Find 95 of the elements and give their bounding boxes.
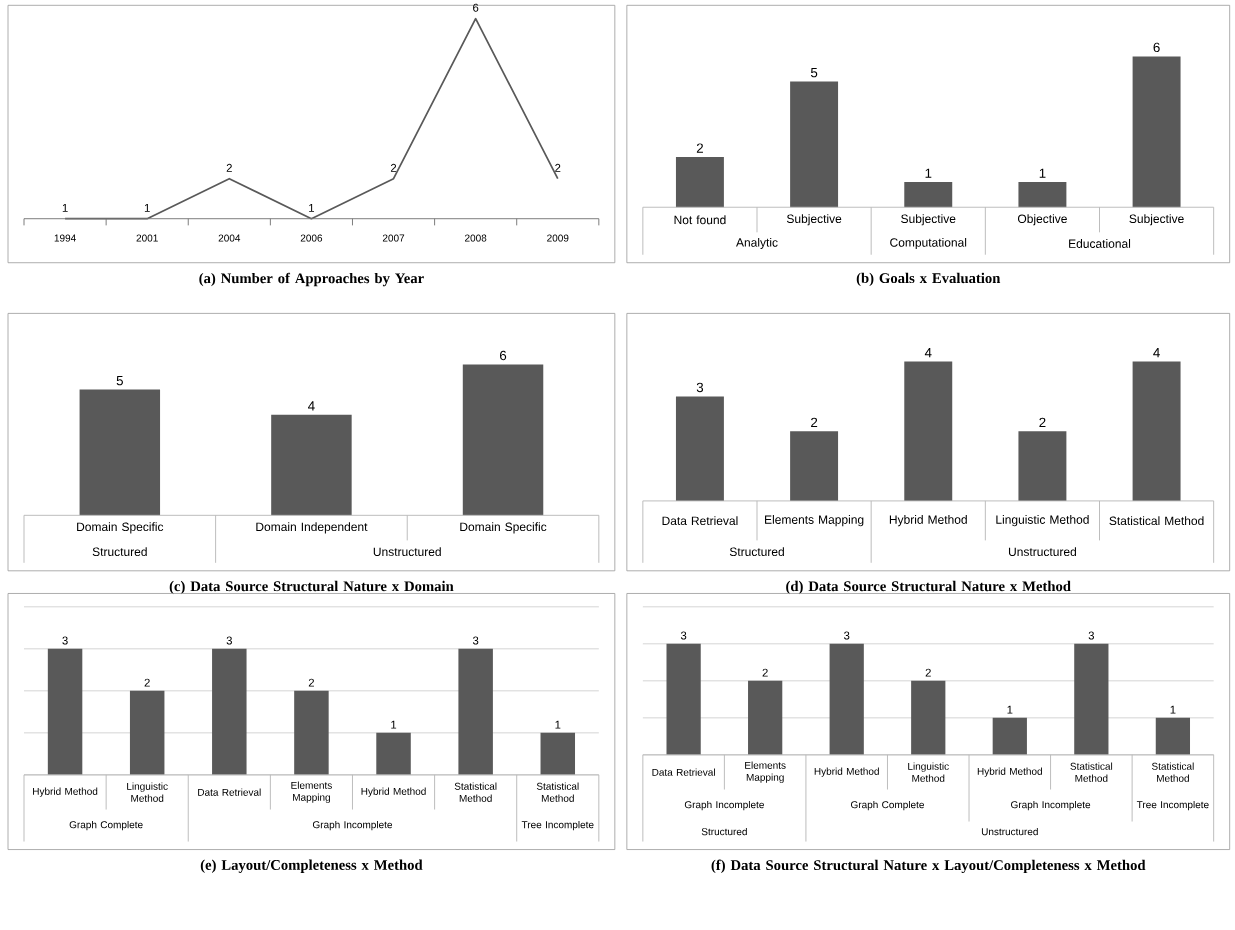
data-label: 5 — [116, 375, 123, 386]
x-tick-label: Hybrid Method — [977, 767, 1042, 777]
data-label: 1 — [1007, 705, 1013, 714]
data-label: 1 — [925, 168, 932, 178]
data-label: 3 — [1088, 631, 1095, 640]
data-label: 3 — [62, 636, 68, 645]
x-tick-label: Hybrid Method — [814, 767, 879, 777]
x-tick-label: Data Retrieval — [652, 768, 715, 776]
x-tick-label: Elements Mapping — [291, 781, 332, 803]
data-label: 1 — [1039, 168, 1046, 178]
text: Computational — [890, 237, 967, 249]
text: Graph Incomplete — [312, 820, 393, 831]
data-label: 1 — [391, 720, 397, 729]
data-label: 6 — [499, 350, 507, 361]
text: Unstructured — [981, 827, 1038, 836]
data-label: 3 — [844, 631, 850, 640]
text: Tree Incomplete — [521, 820, 594, 831]
x-tick-label: Statistical Method — [536, 782, 579, 802]
x-tick-label: 2008 — [465, 234, 487, 242]
x-tick-label: Subjective — [1129, 214, 1184, 226]
text: Unstructured — [373, 547, 441, 556]
text: Structured — [729, 547, 784, 556]
x-tick-label: Objective — [1017, 214, 1067, 226]
data-label: 2 — [925, 668, 931, 677]
x-tick-label: Statistical Method — [1109, 516, 1204, 525]
bar — [1132, 56, 1181, 208]
x-tick-label: Domain Independent — [256, 522, 368, 534]
data-label: 1 — [144, 203, 150, 212]
x-tick-label: 2007 — [382, 234, 405, 242]
x-tick-label: Statistical Method — [1070, 762, 1113, 782]
text: Graph Complete — [69, 820, 143, 831]
text: Unstructured — [1008, 547, 1076, 556]
x-tick-label: Domain Specific — [460, 522, 547, 534]
x-tick-label: Data Retrieval — [662, 516, 738, 525]
text: Tree Incomplete — [1136, 800, 1209, 811]
data-label: 3 — [226, 636, 232, 645]
data-label: 4 — [1153, 348, 1160, 358]
data-label: 6 — [1153, 42, 1160, 52]
text: (b) Goals x Evaluation — [856, 272, 1001, 286]
data-label: 2 — [226, 163, 232, 172]
data-label: 1 — [62, 203, 68, 212]
data-label: 2 — [696, 143, 703, 153]
data-label: 2 — [308, 678, 314, 687]
x-tick-label: Elements Mapping — [745, 761, 786, 783]
x-tick-label: 2009 — [547, 234, 569, 242]
text: Analytic — [736, 237, 778, 249]
bar — [675, 156, 724, 208]
x-tick-label: Subjective — [901, 214, 956, 226]
text: Graph Complete — [851, 800, 924, 811]
data-label: 5 — [810, 67, 818, 78]
data-label: 2 — [390, 163, 397, 172]
x-tick-label: Elements Mapping — [765, 514, 864, 527]
x-tick-label: Hybrid Method — [889, 514, 967, 527]
x-tick-label: Not found — [674, 215, 726, 225]
data-label: 3 — [472, 636, 479, 645]
data-label: 1 — [1170, 705, 1176, 714]
data-label: 2 — [144, 678, 150, 687]
data-label: 2 — [1039, 417, 1046, 427]
data-label: 3 — [680, 631, 687, 640]
data-label: 1 — [555, 720, 561, 729]
text: Educational — [1069, 238, 1131, 248]
data-label: 1 — [309, 203, 315, 212]
data-label: 4 — [308, 401, 315, 411]
x-tick-label: Hybrid Method — [361, 787, 426, 797]
x-tick-label: Linguistic Method — [908, 762, 949, 782]
text: (c) Data Source Structural Nature x Domain — [169, 580, 454, 595]
bar — [790, 81, 839, 208]
text: Structured — [701, 827, 747, 836]
bar — [904, 181, 953, 208]
data-label: 4 — [924, 348, 932, 358]
x-tick-label: Statistical Method — [454, 782, 497, 802]
x-tick-label: Domain Specific — [77, 522, 164, 534]
x-tick-label: Linguistic Method — [996, 514, 1089, 527]
x-tick-label: 2006 — [300, 234, 323, 242]
x-tick-label: Statistical Method — [1151, 762, 1194, 782]
data-label: 6 — [473, 3, 479, 12]
x-tick-label: Subjective — [786, 214, 842, 226]
x-tick-label: 2004 — [218, 234, 241, 242]
data-label: 3 — [696, 382, 704, 393]
x-tick-label: Data Retrieval — [198, 788, 261, 796]
text: Structured — [92, 547, 147, 556]
text: (e) Layout/Completeness x Method — [200, 859, 423, 873]
x-tick-label: Hybrid Method — [33, 787, 98, 797]
text: Graph Incomplete — [684, 800, 764, 811]
data-label: 2 — [555, 163, 561, 172]
bar — [1018, 181, 1067, 208]
text: (a) Number of Approaches by Year — [199, 272, 424, 287]
data-label: 2 — [762, 668, 768, 677]
x-tick-label: Linguistic Method — [127, 782, 168, 802]
text: Graph Incomplete — [1011, 800, 1091, 811]
text: (f) Data Source Structural Nature x Layout/Completeness x Method — [711, 859, 1146, 873]
x-tick-label: 1994 — [54, 234, 76, 242]
data-label: 2 — [811, 417, 818, 427]
x-tick-label: 2001 — [136, 234, 158, 242]
text: (d) Data Source Structural Nature x Method — [786, 580, 1071, 595]
